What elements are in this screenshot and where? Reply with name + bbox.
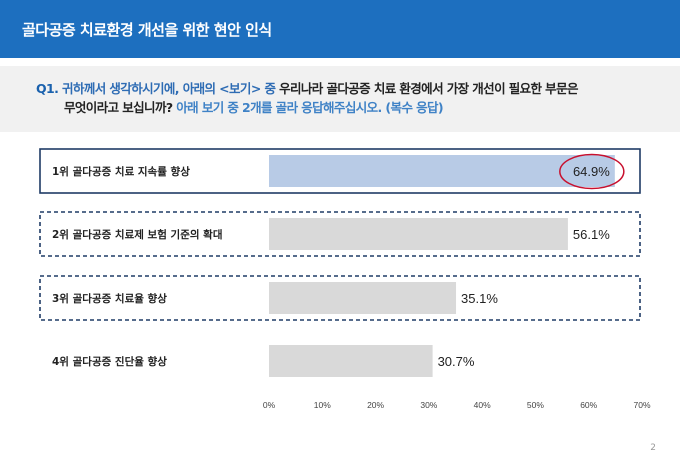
category-label: 3위 골다공증 치료율 향상 <box>52 292 167 305</box>
bar <box>269 218 568 250</box>
value-label: 56.1% <box>573 227 610 242</box>
value-label: 35.1% <box>461 291 498 306</box>
x-tick-label: 40% <box>474 400 491 410</box>
x-tick-label: 70% <box>633 400 650 410</box>
x-tick-label: 20% <box>367 400 384 410</box>
x-tick-label: 30% <box>420 400 437 410</box>
x-tick-label: 0% <box>263 400 276 410</box>
question-text-part2: 우리나라 골다공증 치료 환경에서 가장 개선이 필요한 부문은 <box>275 81 578 96</box>
bar <box>269 345 433 377</box>
value-label: 64.9% <box>573 164 610 179</box>
page-title: 골다공증 치료환경 개선을 위한 현안 인식 <box>22 21 272 39</box>
question-box: Q1. 귀하께서 생각하시기에, 아래의 <보기> 중 우리나라 골다공증 치료… <box>0 66 680 132</box>
category-label: 1위 골다공증 치료 지속률 향상 <box>52 165 190 178</box>
category-label: 2위 골다공증 치료제 보험 기준의 확대 <box>52 228 222 241</box>
x-tick-label: 60% <box>580 400 597 410</box>
question-instruction: 아래 보기 중 2개를 골라 응답해주십시오. (복수 응답) <box>172 100 444 115</box>
question-line-1: Q1. 귀하께서 생각하시기에, 아래의 <보기> 중 우리나라 골다공증 치료… <box>36 78 578 97</box>
bar <box>269 155 615 187</box>
question-line-2: 무엇이라고 보십니까? 아래 보기 중 2개를 골라 응답해주십시오. (복수 … <box>64 97 444 116</box>
value-label: 30.7% <box>438 354 475 369</box>
header-bar: 골다공증 치료환경 개선을 위한 현안 인식 <box>0 0 680 58</box>
question-number: Q1. <box>36 81 59 96</box>
x-tick-label: 50% <box>527 400 544 410</box>
x-tick-label: 10% <box>314 400 331 410</box>
question-text-part3: 무엇이라고 보십니까? <box>64 100 173 115</box>
row-frame-1 <box>39 148 641 194</box>
question-text-part1: 귀하께서 생각하시기에, 아래의 <보기> 중 <box>62 81 276 96</box>
highlight-circle <box>559 153 625 190</box>
bar <box>269 282 457 314</box>
page-number: 2 <box>650 443 656 453</box>
category-label: 4위 골다공증 진단율 향상 <box>52 355 167 368</box>
